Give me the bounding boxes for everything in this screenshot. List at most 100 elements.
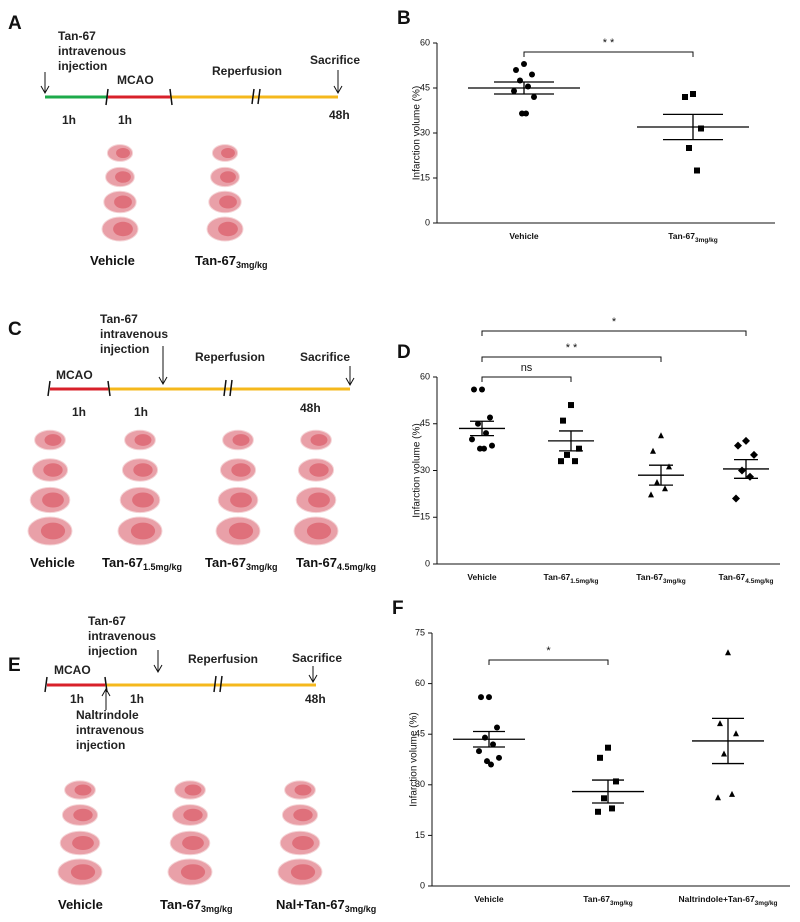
data-point	[572, 458, 578, 465]
x-tick-label: Vehicle	[509, 231, 539, 241]
error-bar	[663, 113, 723, 141]
y-axis-label: Infarction volume (%)	[412, 86, 423, 180]
x-tick-label-main: Naltrindole+Tan-67	[679, 894, 755, 904]
duration-label: 1h	[72, 405, 86, 419]
panel-letter: E	[8, 655, 21, 676]
data-point	[686, 145, 692, 151]
x-tick-label: Vehicle	[467, 572, 497, 582]
group-label-main: Vehicle	[30, 555, 75, 570]
brain-slice-core	[40, 522, 66, 540]
brain-slice-core	[218, 221, 238, 237]
data-point	[666, 463, 672, 470]
x-tick-label-main: Tan-67	[544, 572, 571, 582]
data-point	[488, 761, 494, 768]
x-tick-label-sub: 3mg/kg	[610, 900, 633, 907]
data-point	[471, 386, 477, 393]
duration-label: 48h	[305, 692, 326, 706]
x-tick-label: Tan-673mg/kg	[636, 572, 686, 584]
data-point	[483, 430, 489, 437]
y-tick-label: 60	[415, 678, 425, 688]
data-point	[513, 67, 519, 73]
brain-slice-core	[42, 492, 64, 508]
y-tick-label: 15	[415, 830, 425, 840]
y-tick-label: 30	[420, 127, 430, 137]
y-axis-label: Infarction volume (%)	[412, 423, 423, 517]
y-tick-label: 30	[415, 779, 425, 789]
group-label: Vehicle	[58, 897, 103, 912]
data-point	[750, 450, 758, 459]
data-point	[734, 441, 742, 450]
data-point	[690, 91, 696, 97]
error-bar	[734, 458, 758, 479]
x-tick-label-sub: 1.5mg/kg	[570, 578, 598, 585]
data-point	[511, 88, 517, 94]
brain-slice-core	[180, 864, 206, 880]
y-tick-label: 75	[415, 627, 425, 637]
injection-label: Tan-67	[88, 614, 126, 628]
brain-slice-core	[182, 835, 204, 851]
injection-label: intravenous	[58, 44, 126, 58]
y-tick-label: 0	[420, 880, 425, 890]
data-point	[648, 491, 654, 498]
group-label-main: Nal+Tan-67	[276, 897, 345, 912]
x-tick-label: Tan-674.5mg/kg	[719, 572, 774, 584]
brain-slice-core	[115, 171, 131, 183]
x-tick-label-main: Tan-67	[636, 572, 663, 582]
injection-label: intravenous	[100, 327, 168, 341]
data-point	[729, 790, 735, 797]
brain-slice-core	[308, 492, 330, 508]
injection-label: Tan-67	[58, 29, 96, 43]
data-point	[650, 447, 656, 454]
y-tick-label: 30	[420, 465, 430, 475]
data-point	[717, 720, 723, 727]
brain-slice-core	[133, 463, 153, 477]
data-point	[715, 794, 721, 801]
significance-label: ns	[521, 362, 533, 374]
y-tick-label: 0	[425, 217, 430, 227]
group-label: Vehicle	[90, 253, 135, 268]
y-tick-label: 15	[420, 512, 430, 522]
data-point	[662, 485, 668, 492]
brain-slice-core	[293, 808, 313, 822]
brain-slice-core	[43, 463, 63, 477]
injection-label: Naltrindole	[76, 708, 139, 722]
data-point	[698, 125, 704, 132]
y-tick-label: 45	[415, 729, 425, 739]
injection-label: injection	[76, 738, 125, 752]
error-bar	[712, 717, 744, 765]
brain-slice-core	[294, 784, 312, 796]
panel-letter: C	[8, 319, 22, 340]
error-bar	[559, 430, 583, 452]
y-tick-label: 60	[420, 371, 430, 381]
group-label: Tan-673mg/kg	[205, 555, 277, 572]
data-point	[494, 724, 500, 731]
significance-label: * *	[603, 37, 615, 49]
group-label: Tan-674.5mg/kg	[296, 555, 376, 572]
group-label-main: Vehicle	[90, 253, 135, 268]
data-point	[469, 436, 475, 443]
group-label-sub: 4.5mg/kg	[337, 562, 376, 572]
data-point	[605, 744, 611, 751]
data-point	[746, 472, 754, 481]
group-label-main: Tan-67	[296, 555, 337, 570]
data-point	[521, 61, 527, 67]
x-tick-label-main: Tan-67	[719, 572, 746, 582]
significance-bracket	[488, 659, 609, 665]
duration-label: 1h	[130, 692, 144, 706]
arrow-head	[40, 85, 50, 95]
data-point	[560, 417, 566, 424]
brain-slice-core	[292, 835, 314, 851]
brain-slice-core	[70, 864, 96, 880]
data-point	[475, 420, 481, 427]
brain-slice-core	[232, 434, 250, 446]
duration-label: 48h	[329, 108, 350, 122]
data-point	[733, 730, 739, 737]
arrow-head	[158, 376, 168, 386]
data-point	[484, 758, 490, 765]
y-axis-label: Infarction volume (%)	[409, 712, 420, 806]
data-point	[601, 795, 607, 802]
group-label: Nal+Tan-673mg/kg	[276, 897, 376, 914]
x-tick-label: Vehicle	[474, 894, 504, 904]
timeline-c: C Tan-67 intravenous injection MCAO Repe…	[8, 312, 376, 572]
data-point	[725, 649, 731, 656]
